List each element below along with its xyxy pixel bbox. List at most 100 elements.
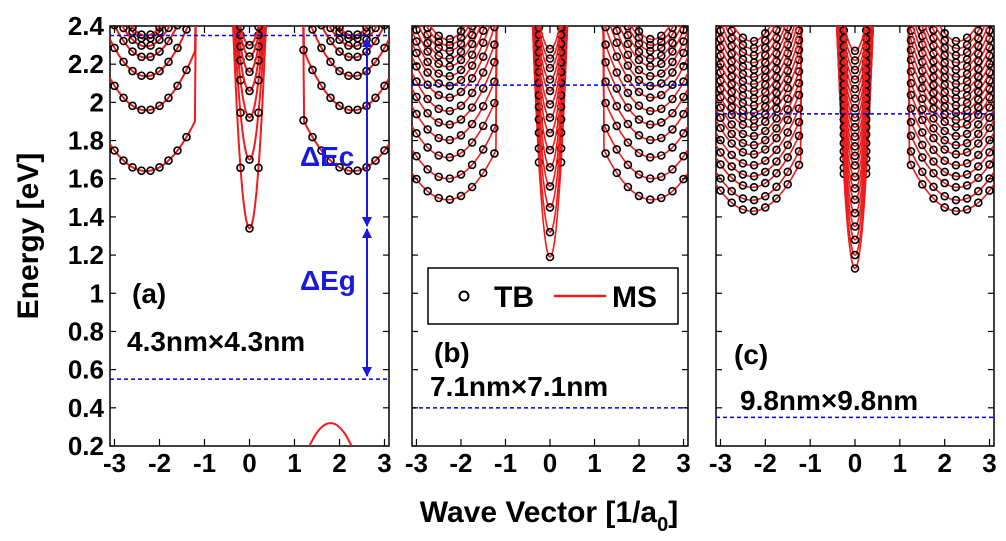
tb-marker [656,172,666,182]
tb-marker [940,191,950,201]
tb-marker [679,92,688,102]
tb-marker [601,40,610,49]
tb-marker [668,125,677,134]
tb-marker [738,138,748,148]
x-tick-label: 3 [377,448,391,478]
tb-marker [772,145,781,155]
tb-marker [962,159,972,168]
tb-marker [128,47,137,56]
panel-c: -3 -2 -1 0 1 2 3 [709,25,997,478]
tb-marker [326,26,335,33]
tb-marker [656,118,666,127]
tb-marker [794,90,804,100]
tb-marker [601,77,610,86]
tb-marker [137,30,146,39]
x-tick-label: 2 [632,448,646,478]
tb-marker [299,45,308,55]
tb-marker [601,149,610,158]
tb-marker [119,36,128,46]
tb-marker [783,115,793,125]
tb-marker [906,117,916,127]
tb-marker [850,94,860,103]
tb-marker [656,151,666,160]
tb-marker [490,26,499,32]
tb-marker [612,26,622,36]
tb-marker [445,120,455,129]
tb-marker [623,138,633,147]
tb-marker [478,26,488,36]
tb-marker [951,171,961,181]
tb-marker [423,143,432,152]
tb-marker [929,168,938,178]
tb-marker [850,103,860,113]
tb-marker [917,167,927,177]
tb-marker [760,167,770,177]
tb-marker [985,148,994,157]
tb-marker [962,170,972,179]
tb-marker [601,26,610,32]
tb-marker [906,147,916,156]
x-tick-label: -3 [709,448,732,478]
tb-marker [749,206,759,216]
tb-marker [371,93,380,103]
tb-marker [467,182,477,192]
tb-marker [612,68,622,77]
tb-marker [738,33,748,43]
tb-marker [146,166,155,175]
tb-marker [423,94,432,104]
tb-marker [128,66,137,76]
tb-marker [434,133,444,143]
tb-marker [850,75,860,84]
tb-marker [656,69,666,78]
tb-marker [716,92,725,102]
tb-marker [668,68,677,77]
tb-marker [423,80,432,89]
y-tick-label: 0.2 [68,431,104,461]
tb-marker [110,146,119,155]
tb-marker [794,147,804,156]
tb-marker [679,62,688,71]
tb-marker [434,31,444,41]
tb-marker [467,160,477,170]
tb-marker [987,26,992,27]
tb-marker [434,79,444,88]
tb-marker [371,57,380,67]
tb-marker [738,159,748,168]
tb-marker [344,30,353,39]
tb-marker [434,151,444,160]
tb-marker [445,153,455,162]
tb-marker [545,128,555,138]
tb-marker [772,124,781,133]
tb-marker [850,250,860,260]
tb-marker [478,68,488,77]
tb-marker [353,105,362,115]
tb-marker [783,128,793,137]
tb-marker [656,51,666,61]
tb-marker [850,132,860,141]
tb-marker [760,203,770,212]
tb-marker [772,168,781,178]
y-tick-label: 1.6 [68,164,104,194]
tb-marker [119,93,128,103]
tb-marker [861,26,871,35]
panel-label-a: (a) [132,278,166,309]
ms-band-line [425,26,675,60]
tb-marker [456,148,466,158]
tb-marker [656,37,666,47]
tb-marker [645,34,655,44]
y-tick-label: 1 [90,278,104,308]
tb-marker [679,151,688,161]
tb-marker [850,65,860,75]
tb-marker [445,106,455,116]
tb-marker [760,178,770,188]
tb-marker [962,129,972,139]
x-tick-label: 3 [676,448,690,478]
tb-marker [656,104,666,114]
tb-marker [634,55,644,65]
tb-marker [760,145,770,154]
tb-marker [445,34,455,44]
tb-marker [335,101,344,111]
tb-marker [841,26,846,27]
tb-marker [760,135,770,145]
tb-marker [245,40,254,50]
